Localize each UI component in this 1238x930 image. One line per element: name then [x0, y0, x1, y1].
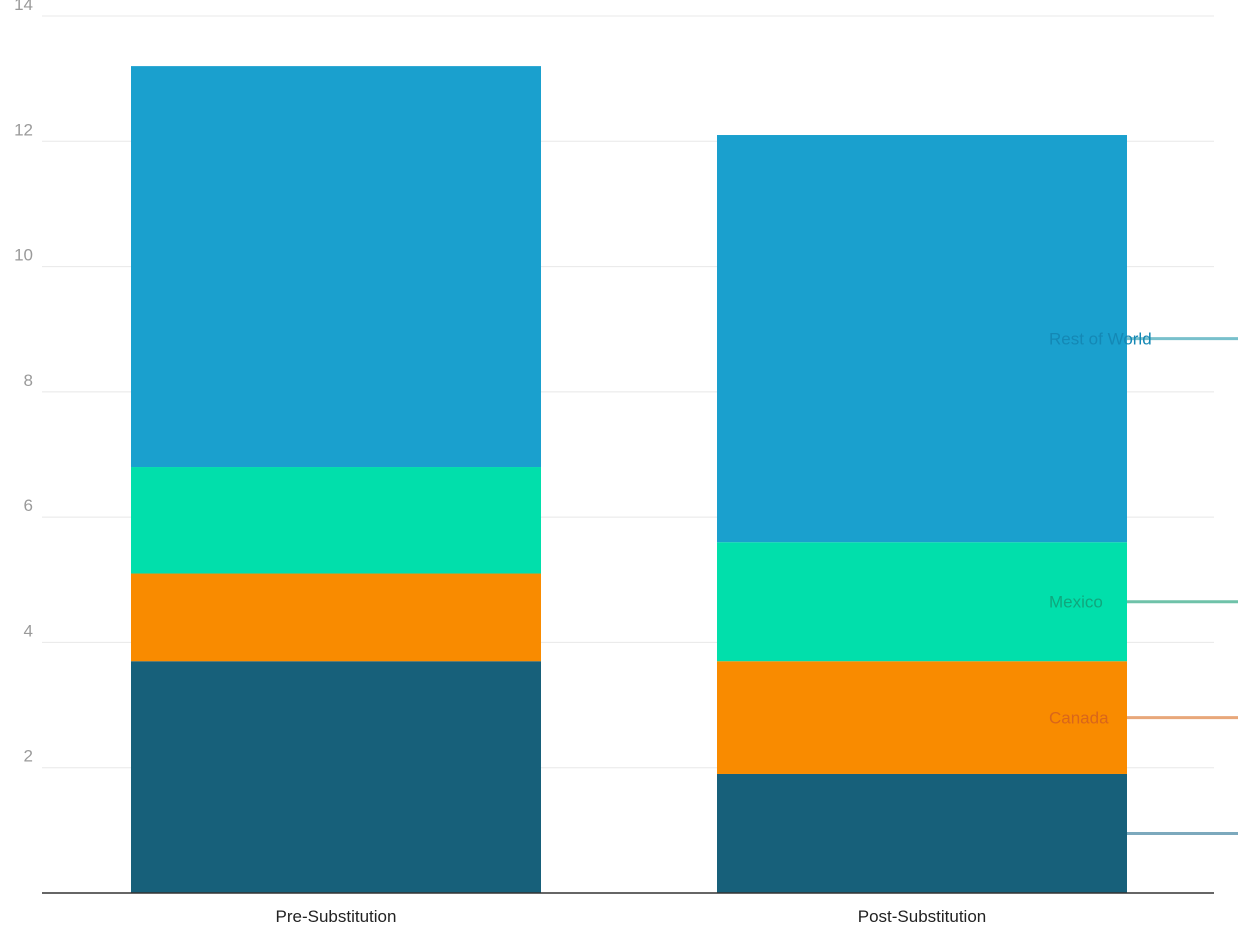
- series-label: Mexico: [1049, 593, 1103, 612]
- y-tick-label: 10: [14, 246, 33, 265]
- bar-segment: [717, 542, 1127, 662]
- y-axis-ticks: 2 4 6 8 10 12 14: [14, 0, 33, 766]
- bar-segment: [717, 661, 1127, 774]
- series-label: Rest of World: [1049, 330, 1152, 349]
- series-label: Canada: [1049, 709, 1109, 728]
- bar-segment: [131, 661, 541, 893]
- y-tick-label: 2: [24, 747, 33, 766]
- x-axis-ticks: Pre-Substitution Post-Substitution: [276, 907, 987, 926]
- bar-segment: [131, 66, 541, 468]
- bar-segment: [131, 467, 541, 574]
- y-tick-label: 6: [24, 496, 33, 515]
- bars: [131, 66, 1127, 893]
- bar-segment: [717, 773, 1127, 893]
- y-tick-label: 12: [14, 120, 33, 139]
- bar-segment: [717, 135, 1127, 543]
- x-tick-label: Pre-Substitution: [276, 907, 397, 926]
- x-tick-label: Post-Substitution: [858, 907, 987, 926]
- y-tick-label: 4: [24, 621, 33, 640]
- series-labels: Canada Mexico Rest of World: [1049, 330, 1238, 835]
- y-tick-label: 8: [24, 371, 33, 390]
- bar-segment: [131, 573, 541, 662]
- y-tick-label: 14: [14, 0, 33, 14]
